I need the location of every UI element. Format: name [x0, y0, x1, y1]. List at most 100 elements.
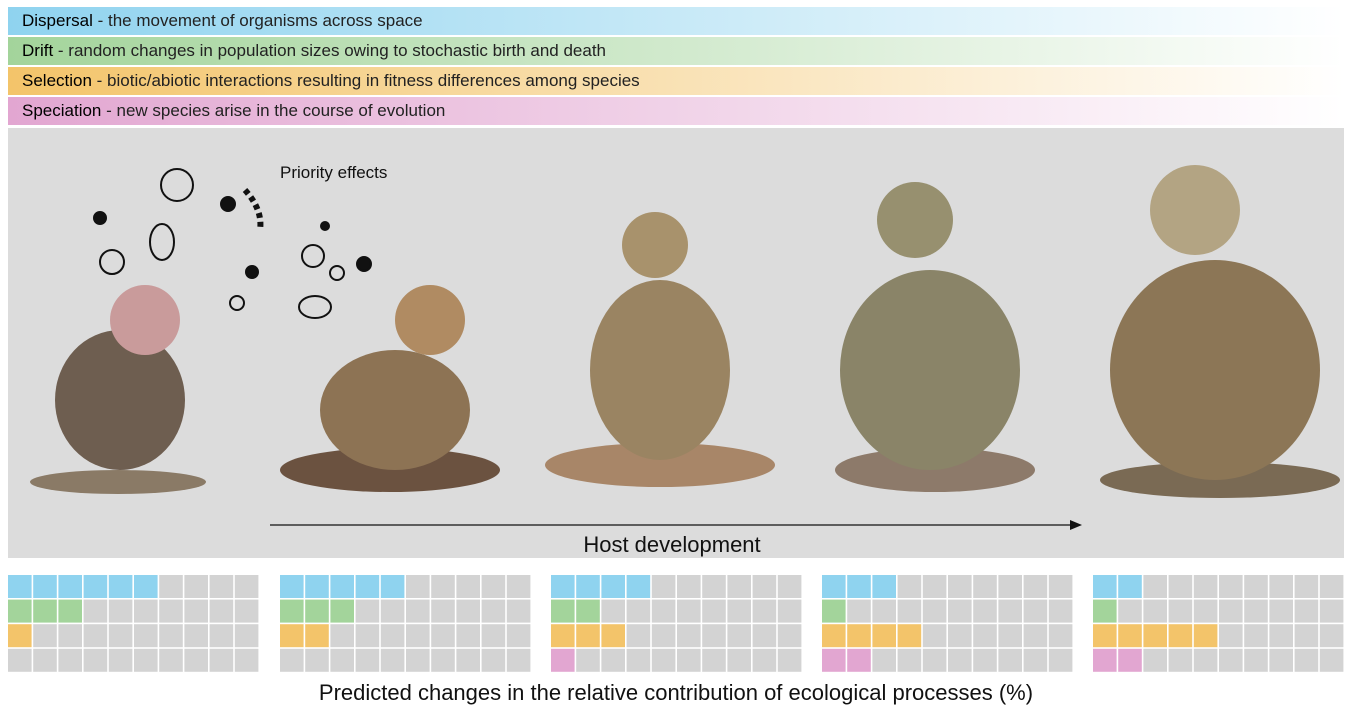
hosts: [30, 165, 1340, 498]
empty-cell: [184, 648, 208, 672]
empty-cell: [8, 648, 32, 672]
empty-cell: [58, 648, 82, 672]
empty-cell: [1219, 624, 1243, 648]
empty-cell: [456, 648, 480, 672]
empty-cell: [406, 599, 430, 623]
empty-cell: [872, 648, 896, 672]
empty-cell: [777, 575, 802, 598]
empty-cell: [897, 599, 922, 623]
empty-cell: [406, 624, 430, 648]
filled-cell: [33, 599, 57, 623]
empty-cell: [973, 624, 997, 648]
empty-cell: [973, 599, 997, 623]
legend-term: Dispersal: [22, 11, 93, 30]
empty-cell: [1294, 599, 1319, 623]
empty-cell: [184, 624, 208, 648]
empty-cell: [1269, 575, 1293, 598]
filled-cell: [872, 624, 896, 648]
empty-cell: [626, 624, 651, 648]
filled-cell: [134, 575, 158, 598]
empty-cell: [481, 648, 506, 672]
filled-cell: [822, 575, 846, 598]
empty-cell: [998, 648, 1022, 672]
empty-cell: [234, 575, 259, 598]
legend-description: - biotic/abiotic interactions resulting …: [91, 71, 640, 90]
empty-cell: [134, 599, 158, 623]
filled-cell: [1143, 624, 1167, 648]
filled-cell: [847, 624, 871, 648]
empty-cell: [601, 648, 625, 672]
caption: Predicted changes in the relative contri…: [319, 680, 1033, 705]
empty-cell: [777, 624, 802, 648]
empty-cell: [752, 599, 777, 623]
empty-cell: [777, 648, 802, 672]
empty-cell: [998, 624, 1022, 648]
empty-cell: [83, 624, 108, 648]
filled-cell: [551, 575, 575, 598]
annotation: Priority effects: [280, 163, 387, 182]
empty-cell: [752, 624, 777, 648]
empty-cell: [922, 624, 947, 648]
filled-cell: [280, 599, 304, 623]
empty-cell: [1269, 599, 1293, 623]
empty-cell: [1319, 624, 1344, 648]
empty-cell: [651, 648, 676, 672]
legend-term: Selection: [22, 71, 92, 90]
empty-cell: [83, 648, 108, 672]
empty-cell: [234, 599, 259, 623]
filled-cell: [280, 624, 304, 648]
empty-cell: [1269, 648, 1293, 672]
empty-cell: [702, 575, 726, 598]
filled-cell: [305, 624, 329, 648]
empty-cell: [456, 599, 480, 623]
empty-cell: [1023, 648, 1048, 672]
legend-description: - the movement of organisms across space: [92, 11, 423, 30]
filled-cell: [83, 575, 108, 598]
empty-cell: [330, 648, 354, 672]
empty-cell: [651, 599, 676, 623]
empty-cell: [973, 648, 997, 672]
empty-cell: [184, 599, 208, 623]
empty-cell: [159, 575, 183, 598]
empty-cell: [1048, 624, 1073, 648]
filled-cell: [1093, 624, 1117, 648]
filled-cell: [551, 648, 575, 672]
empty-cell: [234, 648, 259, 672]
legend-row: Speciation - new species arise in the co…: [8, 97, 1344, 125]
empty-cell: [1294, 575, 1319, 598]
empty-cell: [727, 648, 751, 672]
legend-row: Dispersal - the movement of organisms ac…: [8, 7, 1344, 35]
filled-cell: [8, 624, 32, 648]
empty-cell: [727, 599, 751, 623]
empty-cell: [752, 648, 777, 672]
legend-description: - random changes in population sizes owi…: [53, 41, 607, 60]
empty-cell: [897, 575, 922, 598]
empty-cell: [481, 575, 506, 598]
filled-cell: [330, 575, 354, 598]
empty-cell: [1244, 624, 1268, 648]
empty-cell: [1219, 599, 1243, 623]
filled-cell: [355, 575, 380, 598]
filled-cell: [847, 575, 871, 598]
empty-cell: [727, 575, 751, 598]
empty-cell: [456, 624, 480, 648]
axis-label: Host development: [583, 532, 760, 557]
empty-cell: [651, 575, 676, 598]
empty-cell: [209, 648, 234, 672]
empty-cell: [998, 575, 1022, 598]
empty-cell: [601, 599, 625, 623]
empty-cell: [380, 624, 405, 648]
filled-cell: [576, 624, 600, 648]
empty-cell: [998, 599, 1022, 623]
filled-cell: [1168, 624, 1193, 648]
arrow: [270, 520, 1082, 530]
empty-cell: [506, 624, 531, 648]
empty-cell: [1048, 575, 1073, 598]
filled-cell: [108, 575, 133, 598]
filled-cell: [305, 599, 329, 623]
empty-cell: [209, 624, 234, 648]
empty-cell: [1319, 575, 1344, 598]
filled-cell: [1093, 599, 1117, 623]
